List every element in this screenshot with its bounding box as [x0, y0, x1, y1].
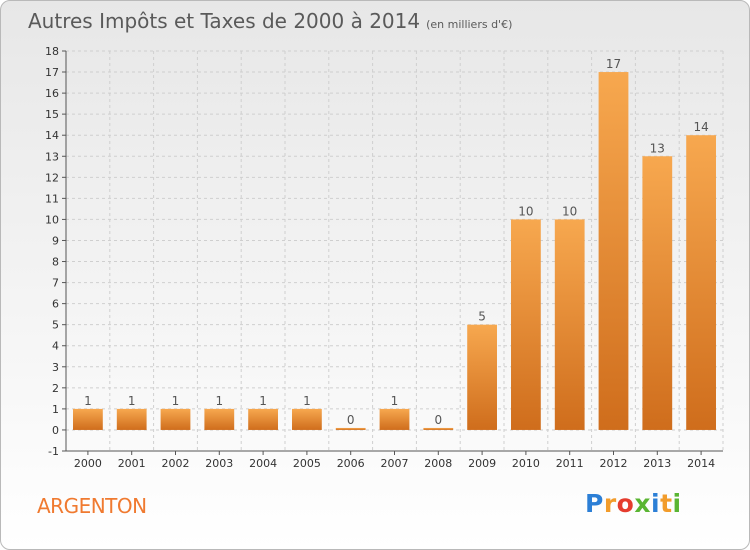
y-tick-label: 16 — [45, 87, 59, 100]
logo-letter: x — [634, 489, 651, 518]
data-label-2002: 1 — [172, 394, 180, 408]
x-tick-label: 2011 — [556, 457, 584, 470]
data-label-2009: 5 — [478, 310, 486, 324]
y-tick-label: 13 — [45, 150, 59, 163]
data-label-2012: 17 — [606, 57, 621, 71]
bar-2006 — [335, 427, 366, 430]
logo-letter: r — [603, 489, 617, 518]
y-tick-label: -1 — [48, 445, 59, 458]
bar-2011 — [554, 219, 585, 430]
bar-2010 — [511, 219, 541, 430]
x-tick-label: 2006 — [337, 457, 365, 470]
chart-title: Autres Impôts et Taxes de 2000 à 2014 (en… — [28, 9, 512, 33]
x-tick-label: 2010 — [512, 457, 540, 470]
y-tick-label: 0 — [52, 424, 59, 437]
place-name: ARGENTON — [37, 494, 147, 518]
logo-letter: o — [616, 489, 635, 518]
x-tick-label: 2005 — [293, 457, 321, 470]
y-tick-label: 3 — [52, 361, 59, 374]
y-tick-label: 17 — [45, 66, 59, 79]
bar-2012 — [598, 72, 629, 430]
data-label-2001: 1 — [128, 394, 136, 408]
bar-2007 — [379, 408, 410, 430]
proxiti-logo: Proxiti — [585, 489, 682, 518]
y-tick-label: 8 — [52, 256, 59, 269]
x-tick-label: 2002 — [162, 457, 190, 470]
bar-2002 — [160, 408, 191, 430]
x-tick-label: 2003 — [205, 457, 233, 470]
x-tick-label: 2008 — [424, 457, 452, 470]
bar-2014 — [686, 135, 716, 430]
y-tick-label: 18 — [45, 45, 59, 58]
x-tick-label: 2007 — [381, 457, 409, 470]
data-label-2005: 1 — [303, 394, 311, 408]
title-unit: (en milliers d'€) — [426, 18, 513, 31]
data-label-2010: 10 — [518, 204, 533, 218]
y-tick-label: 6 — [52, 298, 59, 311]
data-label-2006: 0 — [347, 413, 355, 427]
y-tick-label: 11 — [45, 192, 59, 205]
x-tick-label: 2013 — [643, 457, 671, 470]
y-tick-label: 2 — [52, 382, 59, 395]
y-tick-label: 15 — [45, 108, 59, 121]
y-tick-label: 14 — [45, 129, 59, 142]
bar-2001 — [116, 408, 147, 430]
x-tick-label: 2001 — [118, 457, 146, 470]
y-tick-label: 10 — [45, 213, 59, 226]
data-label-2008: 0 — [434, 413, 442, 427]
title-main: Autres Impôts et Taxes de 2000 à 2014 — [28, 9, 421, 33]
y-tick-label: 9 — [52, 234, 59, 247]
bar-2005 — [292, 408, 322, 430]
x-tick-label: 2004 — [249, 457, 277, 470]
bar-2009 — [467, 324, 497, 430]
y-tick-label: 4 — [52, 340, 59, 353]
data-label-2011: 10 — [562, 204, 577, 218]
logo-letter: P — [585, 489, 604, 518]
x-tick-label: 2000 — [74, 457, 102, 470]
data-label-2004: 1 — [259, 394, 267, 408]
logo-letter: i — [651, 489, 661, 518]
bar-2003 — [204, 408, 235, 430]
data-label-2007: 1 — [391, 394, 399, 408]
bar-2008 — [423, 427, 454, 430]
logo-letter: t — [660, 489, 673, 518]
data-label-2014: 14 — [693, 120, 708, 134]
logo-letter: i — [672, 489, 682, 518]
x-tick-label: 2014 — [687, 457, 715, 470]
data-label-2003: 1 — [215, 394, 223, 408]
y-tick-label: 5 — [52, 319, 59, 332]
y-tick-label: 1 — [52, 403, 59, 416]
x-tick-label: 2012 — [600, 457, 628, 470]
bars — [73, 72, 716, 430]
bar-2004 — [248, 408, 278, 430]
y-tick-label: 12 — [45, 171, 59, 184]
bar-2013 — [642, 156, 673, 430]
data-label-2000: 1 — [84, 394, 92, 408]
x-tick-label: 2009 — [468, 457, 496, 470]
y-tick-label: 7 — [52, 277, 59, 290]
data-label-2013: 13 — [650, 141, 665, 155]
bar-2000 — [73, 408, 103, 430]
